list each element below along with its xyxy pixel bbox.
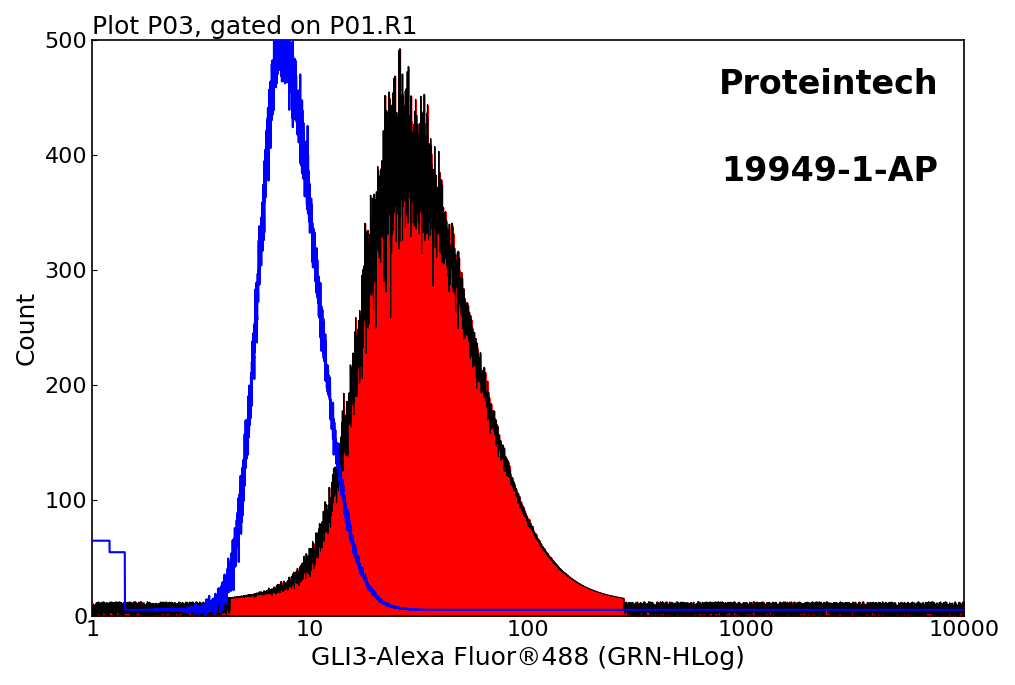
Text: Plot P03, gated on P01.R1: Plot P03, gated on P01.R1 [92,15,417,39]
Y-axis label: Count: Count [15,290,39,364]
X-axis label: GLI3-Alexa Fluor®488 (GRN-HLog): GLI3-Alexa Fluor®488 (GRN-HLog) [312,646,745,670]
Text: 19949-1-AP: 19949-1-AP [722,155,938,188]
Text: Proteintech: Proteintech [719,68,938,101]
